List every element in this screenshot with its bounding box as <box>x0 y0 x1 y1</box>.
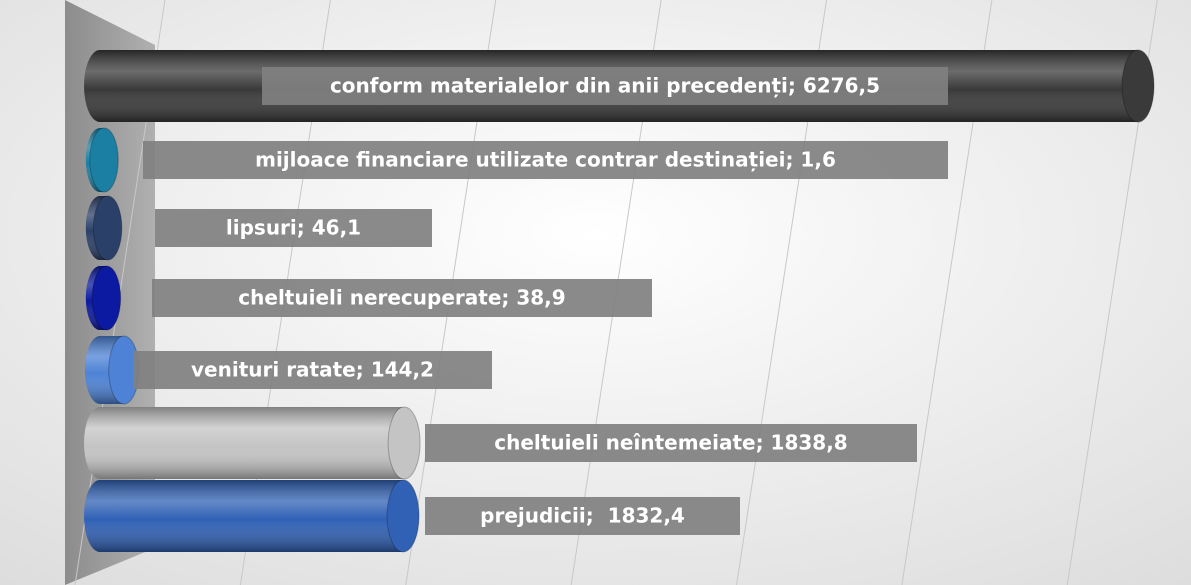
bar-end-cap <box>386 479 420 553</box>
label-box <box>152 279 652 317</box>
label-box <box>143 141 948 179</box>
bar-shade <box>100 407 405 479</box>
data-label: cheltuieli nerecuperate; 38,9 <box>238 286 565 310</box>
bar <box>84 406 421 480</box>
bar-start-shade <box>84 407 116 479</box>
bar <box>84 335 140 405</box>
label-box <box>155 209 432 247</box>
bar-start-shade <box>84 336 116 404</box>
bar-end-cap <box>92 195 123 261</box>
label-box <box>425 424 917 462</box>
bar-end-cap <box>1121 49 1155 123</box>
bar <box>85 195 123 261</box>
data-label: prejudicii; 1832,4 <box>480 504 685 528</box>
data-label: conform materialelor din anii precedenți… <box>330 74 880 98</box>
bar-start-shade <box>84 480 116 552</box>
data-label: cheltuieli neîntemeiate; 1838,8 <box>494 431 847 455</box>
data-label: lipsuri; 46,1 <box>226 216 361 240</box>
bar <box>85 127 119 193</box>
label-box <box>133 351 492 389</box>
bar <box>84 479 420 553</box>
bar-end-cap <box>89 127 119 193</box>
data-label: mijloace financiare utilizate contrar de… <box>255 148 836 172</box>
data-label: venituri ratate; 144,2 <box>191 358 434 382</box>
bar-end-cap <box>91 265 122 331</box>
bar-shade <box>100 480 404 552</box>
label-box <box>262 67 948 105</box>
bar <box>85 265 122 331</box>
bar-end-cap <box>387 406 421 480</box>
label-box <box>425 497 740 535</box>
bar-start-shade <box>84 50 116 122</box>
